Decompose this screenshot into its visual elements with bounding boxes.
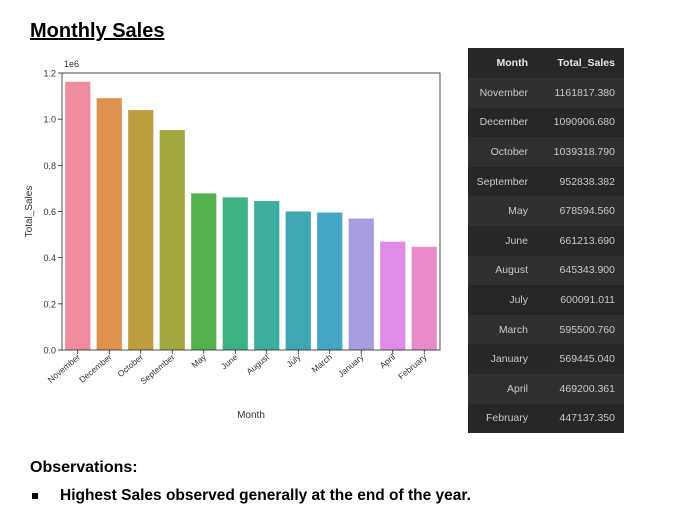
table-header-row: Month Total_Sales <box>468 48 624 78</box>
table-row: May 678594.560 <box>468 196 624 226</box>
bar-november <box>65 81 91 351</box>
bar-august <box>254 201 280 350</box>
table-row: February 447137.350 <box>468 404 624 434</box>
x-tick-label: February <box>396 351 429 381</box>
table-row: March 595500.760 <box>468 314 624 345</box>
x-tick-label: March <box>310 352 335 375</box>
table-cell-total-sales: 678594.560 <box>559 205 615 218</box>
table-cell-month: October <box>490 145 528 158</box>
bar-june <box>222 197 248 350</box>
table-row: September 952838.382 <box>468 167 624 197</box>
table-cell-month: June <box>505 234 528 247</box>
table-row: December 1090906.680 <box>468 108 624 138</box>
observation-item: Highest Sales observed generally at the … <box>30 487 471 505</box>
table-cell-total-sales: 1161817.380 <box>554 86 615 99</box>
x-tick-label: May <box>189 351 208 369</box>
bar-march <box>317 212 343 350</box>
table-cell-month: January <box>490 353 528 366</box>
sales-table: Month Total_Sales November 1161817.380 Dec… <box>468 48 624 434</box>
table-cell-month: May <box>508 205 528 218</box>
table-cell-total-sales: 1039318.790 <box>553 145 615 158</box>
bar-february <box>411 246 437 350</box>
table-row: November 1161817.380 <box>468 78 624 108</box>
y-tick-label: 0.0 <box>43 346 56 356</box>
y-tick-label: 1.2 <box>43 69 56 79</box>
table-row: July 600091.011 <box>468 285 624 315</box>
table-cell-month: August <box>495 264 528 277</box>
table-header-month: Month <box>496 57 529 69</box>
table-cell-total-sales: 645343.900 <box>559 264 615 277</box>
x-tick-label: July <box>285 351 304 369</box>
page-title: Monthly Sales <box>30 20 165 42</box>
observation-text: Highest Sales observed generally at the … <box>60 487 471 504</box>
x-tick-label: April <box>378 352 398 371</box>
table-cell-total-sales: 595500.760 <box>559 323 615 336</box>
x-tick-label: November <box>46 352 83 385</box>
table-row: October 1039318.790 <box>468 137 624 167</box>
y-tick-label: 0.6 <box>43 207 56 217</box>
x-tick-label: September <box>138 352 176 386</box>
table-cell-total-sales: 469200.361 <box>559 382 615 395</box>
y-offset-label: 1e6 <box>64 59 79 69</box>
y-axis-label: Total_Sales <box>24 186 35 238</box>
x-tick-label: January <box>336 351 366 379</box>
table-cell-month: July <box>509 293 528 306</box>
y-tick-label: 0.4 <box>43 253 56 263</box>
table-cell-total-sales: 1090906.680 <box>553 116 615 129</box>
x-tick-label: June <box>219 352 240 372</box>
bar-october <box>128 110 154 350</box>
x-axis-label: Month <box>237 410 265 421</box>
y-tick-label: 0.8 <box>43 161 56 171</box>
observations-title: Observations: <box>30 459 138 476</box>
table-cell-month: February <box>485 412 528 425</box>
table-row: January 569445.040 <box>468 344 624 374</box>
x-tick-label: August <box>244 351 271 376</box>
bar-december <box>96 98 122 350</box>
x-tick-label: December <box>77 352 114 385</box>
bar-may <box>191 193 217 350</box>
table-cell-month: September <box>476 175 528 188</box>
y-tick-label: 0.2 <box>43 299 56 309</box>
table-row: August 645343.900 <box>468 255 624 286</box>
table-cell-month: December <box>479 116 528 129</box>
table-cell-total-sales: 661213.690 <box>559 234 615 247</box>
bar-january <box>348 218 374 350</box>
table-cell-month: November <box>479 86 528 99</box>
table-row: April 469200.361 <box>468 373 624 404</box>
table-row: June 661213.690 <box>468 226 624 256</box>
bar-april <box>380 241 406 350</box>
table-cell-month: April <box>506 382 528 395</box>
bar-july <box>285 211 311 350</box>
table-header-total-sales: Total_Sales <box>557 57 615 69</box>
table-cell-total-sales: 952838.382 <box>559 175 615 188</box>
bar-september <box>159 130 185 350</box>
bullet-square-icon <box>32 493 38 499</box>
table-cell-total-sales: 447137.350 <box>559 412 615 425</box>
table-cell-month: March <box>498 323 528 336</box>
table-cell-total-sales: 600091.011 <box>560 293 615 306</box>
x-tick-label: October <box>115 352 145 379</box>
table-cell-total-sales: 569445.040 <box>559 353 615 366</box>
y-tick-label: 1.0 <box>43 115 56 125</box>
